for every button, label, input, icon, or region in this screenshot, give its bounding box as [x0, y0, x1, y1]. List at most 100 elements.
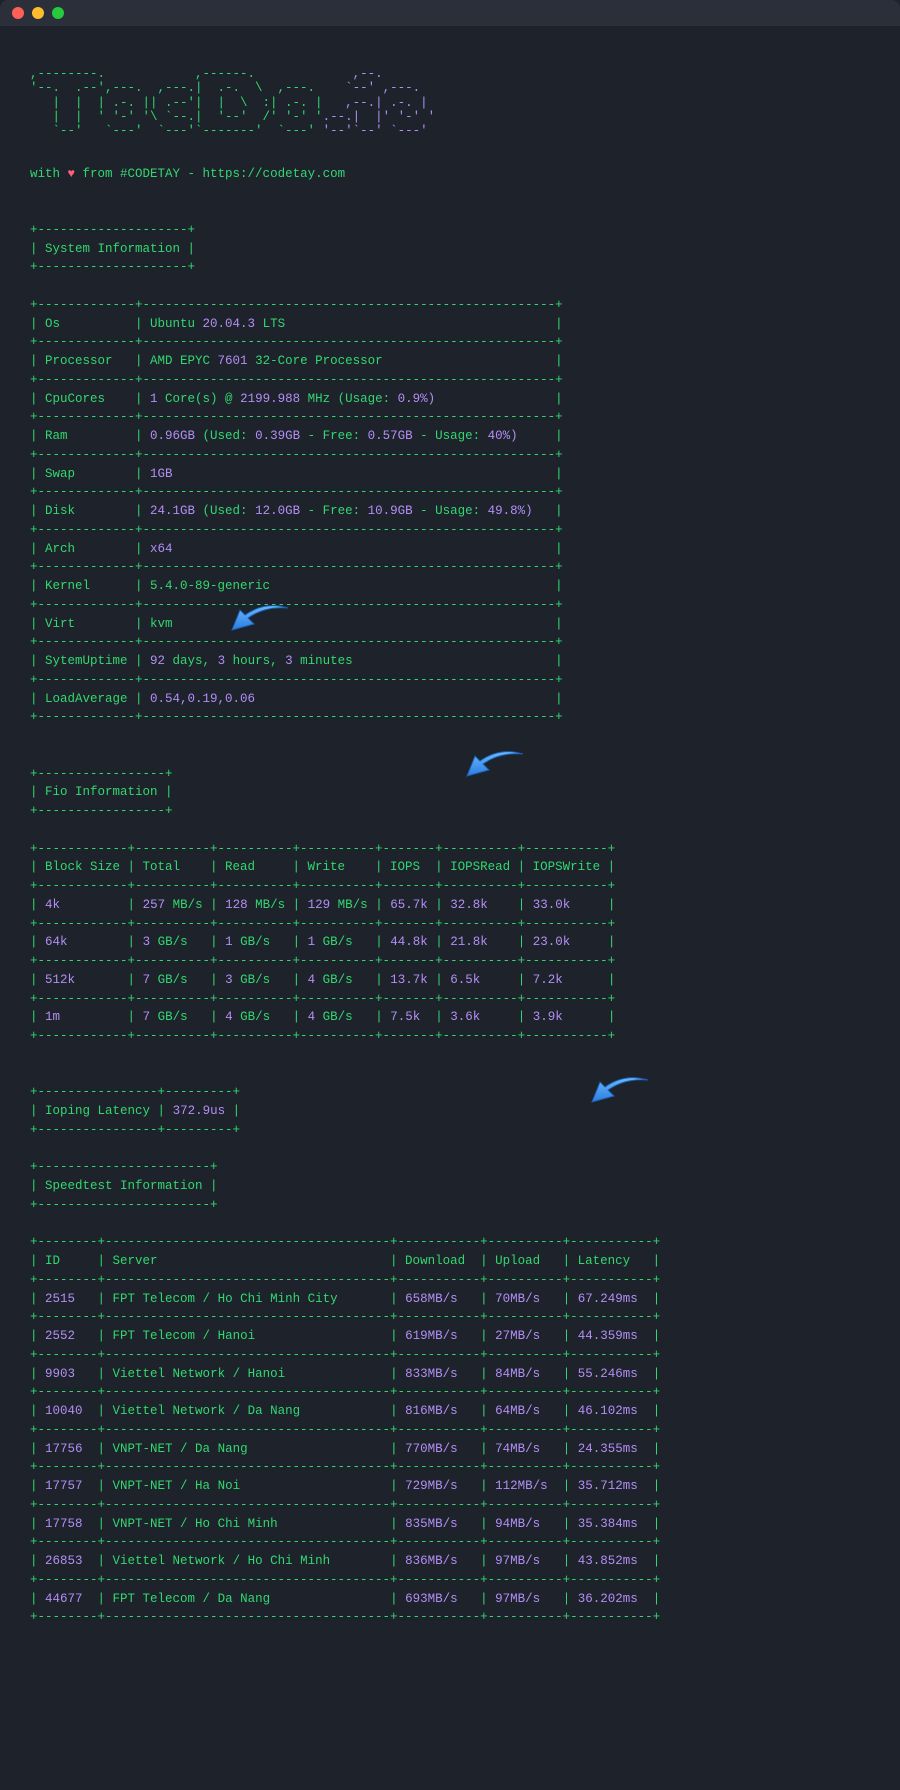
close-icon[interactable]	[12, 7, 24, 19]
speed-cell: 836MB/s	[405, 1554, 473, 1568]
annotation-arrow-3	[590, 1076, 650, 1106]
speed-server: VNPT-NET / Ha Noi	[113, 1479, 383, 1493]
sys-os: Ubuntu 20.04.3 LTS	[150, 317, 548, 331]
speed-server: FPT Telecom / Ho Chi Minh City	[113, 1292, 383, 1306]
speed-cell: 64MB/s	[495, 1404, 555, 1418]
speed-cell: 833MB/s	[405, 1367, 473, 1381]
fio-cell: 13.7k	[390, 973, 428, 987]
speedtest-title: Speedtest Information	[45, 1179, 203, 1193]
fio-cell: 128 MB/s	[225, 898, 285, 912]
speed-server: FPT Telecom / Da Nang	[113, 1592, 383, 1606]
fio-block: 1m	[45, 1010, 120, 1024]
sys-disk: 24.1GB (Used: 12.0GB - Free: 10.9GB - Us…	[150, 504, 548, 518]
speed-cell: 729MB/s	[405, 1479, 473, 1493]
speed-cell: 835MB/s	[405, 1517, 473, 1531]
fio-cell: 21.8k	[450, 935, 510, 949]
speed-id: 9903	[45, 1367, 90, 1381]
fio-cell: 3 GB/s	[225, 973, 285, 987]
speed-id: 44677	[45, 1592, 90, 1606]
speed-cell: 84MB/s	[495, 1367, 555, 1381]
speed-cell: 97MB/s	[495, 1554, 555, 1568]
terminal-window: ,--------. ,------. ,--. '--. .--',---. …	[0, 0, 900, 1790]
speed-server: Viettel Network / Ho Chi Minh	[113, 1554, 383, 1568]
speed-cell: 36.202ms	[578, 1592, 646, 1606]
speed-cell: 619MB/s	[405, 1329, 473, 1343]
fio-cell: 4 GB/s	[308, 1010, 368, 1024]
speed-cell: 693MB/s	[405, 1592, 473, 1606]
fio-cell: 44.8k	[390, 935, 428, 949]
fio-cell: 7.5k	[390, 1010, 428, 1024]
fio-cell: 4 GB/s	[225, 1010, 285, 1024]
speed-server: Viettel Network / Hanoi	[113, 1367, 383, 1381]
fio-cell: 23.0k	[533, 935, 601, 949]
zoom-icon[interactable]	[52, 7, 64, 19]
fio-cell: 3.9k	[533, 1010, 601, 1024]
sys-arch: x64	[150, 542, 548, 556]
tagline: with ♥ from #CODETAY - https://codetay.c…	[30, 165, 870, 184]
fio-cell: 33.0k	[533, 898, 601, 912]
sys-ram: 0.96GB (Used: 0.39GB - Free: 0.57GB - Us…	[150, 429, 548, 443]
speed-id: 2552	[45, 1329, 90, 1343]
sys-virt: kvm	[150, 617, 548, 631]
fio-cell: 7 GB/s	[143, 973, 203, 987]
fio-cell: 7.2k	[533, 973, 601, 987]
speed-cell: 67.249ms	[578, 1292, 646, 1306]
titlebar	[0, 0, 900, 26]
fio-block: 4k	[45, 898, 120, 912]
speed-cell: 27MB/s	[495, 1329, 555, 1343]
fio-section: +-----------------+ | Fio Information | …	[30, 765, 870, 1065]
speed-server: Viettel Network / Da Nang	[113, 1404, 383, 1418]
ascii-logo: ,--------. ,------. ,--. '--. .--',---. …	[30, 67, 870, 139]
terminal-content: ,--------. ,------. ,--. '--. .--',---. …	[0, 26, 900, 1790]
minimize-icon[interactable]	[32, 7, 44, 19]
speed-id: 26853	[45, 1554, 90, 1568]
sys-sytemuptime: 92 days, 3 hours, 3 minutes	[150, 654, 548, 668]
speed-cell: 112MB/s	[495, 1479, 555, 1493]
speed-cell: 46.102ms	[578, 1404, 646, 1418]
speed-cell: 43.852ms	[578, 1554, 646, 1568]
sysinfo-title: System Information	[45, 242, 180, 256]
tagline-prefix: with	[30, 167, 68, 181]
fio-cell: 1 GB/s	[225, 935, 285, 949]
fio-cell: 3 GB/s	[143, 935, 203, 949]
tagline-suffix: from #CODETAY - https://codetay.com	[75, 167, 345, 181]
speed-cell: 658MB/s	[405, 1292, 473, 1306]
sys-swap: 1GB	[150, 467, 548, 481]
speed-server: VNPT-NET / Da Nang	[113, 1442, 383, 1456]
fio-cell: 6.5k	[450, 973, 510, 987]
fio-cell: 4 GB/s	[308, 973, 368, 987]
ioping-section: +----------------+---------+ | Ioping La…	[30, 1083, 870, 1139]
speed-cell: 24.355ms	[578, 1442, 646, 1456]
fio-cell: 1 GB/s	[308, 935, 368, 949]
fio-cell: 32.8k	[450, 898, 510, 912]
speed-cell: 97MB/s	[495, 1592, 555, 1606]
speed-id: 10040	[45, 1404, 90, 1418]
speed-cell: 35.384ms	[578, 1517, 646, 1531]
speed-cell: 770MB/s	[405, 1442, 473, 1456]
speed-cell: 94MB/s	[495, 1517, 555, 1531]
ioping-value: 372.9us	[173, 1104, 226, 1118]
speed-id: 2515	[45, 1292, 90, 1306]
speed-cell: 74MB/s	[495, 1442, 555, 1456]
speed-cell: 70MB/s	[495, 1292, 555, 1306]
sysinfo-section: +--------------------+ | System Informat…	[30, 221, 870, 746]
speed-id: 17758	[45, 1517, 90, 1531]
sys-loadaverage: 0.54,0.19,0.06	[150, 692, 548, 706]
fio-cell: 7 GB/s	[143, 1010, 203, 1024]
speed-cell: 44.359ms	[578, 1329, 646, 1343]
sys-cpucores: 1 Core(s) @ 2199.988 MHz (Usage: 0.9%)	[150, 392, 548, 406]
speed-id: 17757	[45, 1479, 90, 1493]
annotation-arrow-1	[230, 604, 290, 634]
sys-kernel: 5.4.0-89-generic	[150, 579, 548, 593]
sys-processor: AMD EPYC 7601 32-Core Processor	[150, 354, 548, 368]
speed-id: 17756	[45, 1442, 90, 1456]
fio-cell: 3.6k	[450, 1010, 510, 1024]
fio-block: 512k	[45, 973, 120, 987]
speed-cell: 816MB/s	[405, 1404, 473, 1418]
speed-cell: 55.246ms	[578, 1367, 646, 1381]
fio-block: 64k	[45, 935, 120, 949]
speed-cell: 35.712ms	[578, 1479, 646, 1493]
speed-server: VNPT-NET / Ho Chi Minh	[113, 1517, 383, 1531]
fio-cell: 257 MB/s	[143, 898, 203, 912]
speed-server: FPT Telecom / Hanoi	[113, 1329, 383, 1343]
